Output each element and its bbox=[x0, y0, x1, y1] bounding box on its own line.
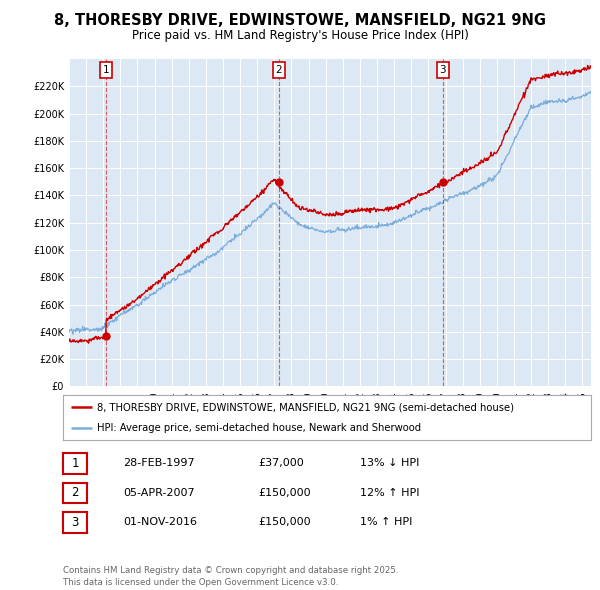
Text: 28-FEB-1997: 28-FEB-1997 bbox=[123, 458, 194, 468]
Text: 1: 1 bbox=[71, 457, 79, 470]
Text: £150,000: £150,000 bbox=[258, 488, 311, 497]
Text: 2: 2 bbox=[275, 65, 283, 75]
Text: 3: 3 bbox=[71, 516, 79, 529]
Text: Price paid vs. HM Land Registry's House Price Index (HPI): Price paid vs. HM Land Registry's House … bbox=[131, 29, 469, 42]
Text: 1: 1 bbox=[103, 65, 109, 75]
Text: 2: 2 bbox=[71, 486, 79, 500]
Text: £150,000: £150,000 bbox=[258, 517, 311, 527]
Text: 8, THORESBY DRIVE, EDWINSTOWE, MANSFIELD, NG21 9NG: 8, THORESBY DRIVE, EDWINSTOWE, MANSFIELD… bbox=[54, 13, 546, 28]
Text: HPI: Average price, semi-detached house, Newark and Sherwood: HPI: Average price, semi-detached house,… bbox=[97, 422, 421, 432]
Text: 05-APR-2007: 05-APR-2007 bbox=[123, 488, 194, 497]
Text: 01-NOV-2016: 01-NOV-2016 bbox=[123, 517, 197, 527]
Text: Contains HM Land Registry data © Crown copyright and database right 2025.
This d: Contains HM Land Registry data © Crown c… bbox=[63, 566, 398, 587]
Text: 8, THORESBY DRIVE, EDWINSTOWE, MANSFIELD, NG21 9NG (semi-detached house): 8, THORESBY DRIVE, EDWINSTOWE, MANSFIELD… bbox=[97, 402, 514, 412]
Text: 1% ↑ HPI: 1% ↑ HPI bbox=[360, 517, 412, 527]
Text: 3: 3 bbox=[439, 65, 446, 75]
Text: 13% ↓ HPI: 13% ↓ HPI bbox=[360, 458, 419, 468]
Text: £37,000: £37,000 bbox=[258, 458, 304, 468]
Text: 12% ↑ HPI: 12% ↑ HPI bbox=[360, 488, 419, 497]
